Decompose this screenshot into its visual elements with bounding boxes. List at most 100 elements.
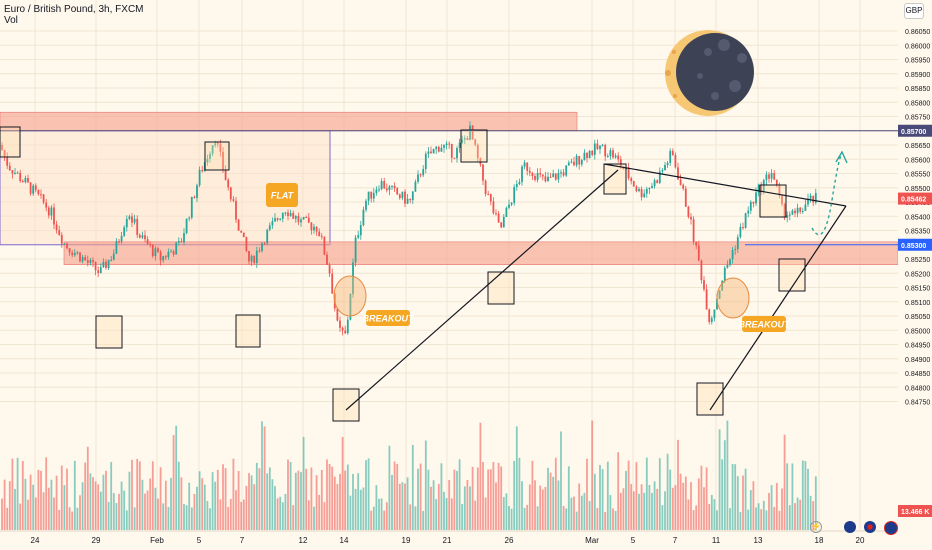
breakout-label[interactable]: BREAKOUT: [363, 310, 416, 326]
highlight-box[interactable]: [204, 141, 230, 171]
candle-body: [401, 191, 404, 199]
moon-crater: [673, 94, 677, 98]
moon-crater: [704, 48, 712, 56]
breakout-circle[interactable]: [716, 277, 750, 319]
candle-body: [588, 150, 591, 159]
volume-bar: [755, 507, 757, 530]
volume-bar: [34, 497, 37, 530]
candle-body: [102, 261, 105, 268]
volume-bar: [328, 463, 331, 530]
price-tick: 0.85600: [905, 157, 930, 164]
price-tick: 0.85400: [905, 214, 930, 221]
highlight-box[interactable]: [235, 314, 261, 348]
symbol-title[interactable]: Euro / British Pound, 3h, FXCM: [4, 4, 144, 15]
volume-bar: [55, 475, 58, 530]
candle-body: [430, 151, 432, 154]
candle-body: [8, 165, 11, 171]
volume-bar: [809, 495, 812, 530]
highlight-box[interactable]: [332, 388, 360, 422]
candle-body: [778, 185, 781, 196]
highlight-box[interactable]: [95, 315, 123, 349]
volume-bar: [346, 464, 349, 530]
volume-tag-bg: [898, 505, 932, 517]
candle-body: [235, 200, 237, 220]
volume-bar: [216, 469, 219, 530]
time-tick: 19: [402, 536, 411, 545]
candle-body: [149, 244, 152, 246]
support-zone[interactable]: [63, 241, 899, 265]
volume-bar: [812, 501, 815, 530]
volume-bar: [365, 460, 367, 530]
rising-trend-line[interactable]: [345, 169, 619, 411]
candle-body: [73, 252, 76, 256]
volume-bar: [523, 507, 526, 530]
candle-body: [755, 192, 757, 204]
breakout-label[interactable]: BREAKOUT: [739, 316, 792, 332]
highlight-box[interactable]: [460, 129, 488, 163]
candle-body: [734, 249, 737, 251]
volume-bar: [502, 497, 505, 530]
volume-bar: [19, 503, 22, 530]
lightning-icon[interactable]: ⚡: [810, 521, 822, 533]
volume-bar: [177, 461, 180, 530]
candle-body: [549, 176, 552, 178]
candle-body: [133, 218, 136, 223]
candle-body: [258, 250, 261, 252]
currency-unit[interactable]: GBP: [904, 3, 924, 19]
candle-body: [794, 210, 796, 214]
arrow-head-icon: [835, 150, 848, 164]
triangle-bottom-line[interactable]: [709, 205, 847, 411]
highlight-box[interactable]: [487, 271, 515, 305]
candle-body: [539, 173, 542, 175]
candle-body: [172, 251, 175, 255]
volume-bar: [60, 465, 63, 530]
volume-bar: [266, 473, 269, 530]
volume-bar: [643, 492, 646, 530]
breakout-circle[interactable]: [333, 275, 367, 317]
highlight-box[interactable]: [0, 126, 21, 158]
volume-bar: [284, 493, 287, 530]
candle-body: [307, 217, 310, 223]
candle-body: [24, 178, 27, 183]
candle-body: [443, 145, 445, 148]
resistance-zone[interactable]: [0, 111, 578, 132]
candle-body: [183, 233, 185, 243]
volume-bar: [367, 458, 370, 530]
volume-bar: [749, 490, 752, 530]
volume-bar: [541, 489, 544, 530]
highlight-box[interactable]: [696, 382, 724, 416]
volume-bar: [593, 473, 596, 530]
highlight-box[interactable]: [603, 163, 627, 195]
time-tick: 21: [443, 536, 452, 545]
candle-body: [586, 152, 588, 159]
volume-bar: [336, 483, 339, 530]
volume-bar: [736, 476, 739, 530]
candle-body: [237, 219, 240, 231]
volume-bar: [804, 461, 807, 530]
volume-bar: [294, 472, 297, 530]
volume-bar: [229, 498, 232, 530]
triangle-top-line[interactable]: [603, 163, 847, 207]
candle-body: [801, 211, 804, 213]
candle-body: [804, 204, 807, 212]
highlight-box[interactable]: [759, 184, 787, 218]
candle-body: [484, 180, 487, 195]
volume-bar: [211, 472, 214, 530]
volume-bar: [575, 511, 578, 530]
projection-arrow[interactable]: [811, 154, 843, 236]
volume-bar: [271, 479, 274, 530]
volume-bar: [547, 467, 549, 530]
volume-bar: [734, 464, 737, 530]
price-tick: 0.86000: [905, 43, 930, 50]
candle-body: [479, 158, 482, 165]
volume-bar: [201, 478, 204, 530]
candle-body: [245, 237, 248, 251]
flat-label[interactable]: FLAT: [266, 183, 298, 207]
volume-bar: [63, 485, 66, 530]
price-tick: 0.85150: [905, 286, 930, 293]
candle-body: [411, 191, 414, 201]
volume-bar: [97, 484, 100, 530]
volume-bar: [258, 468, 261, 530]
